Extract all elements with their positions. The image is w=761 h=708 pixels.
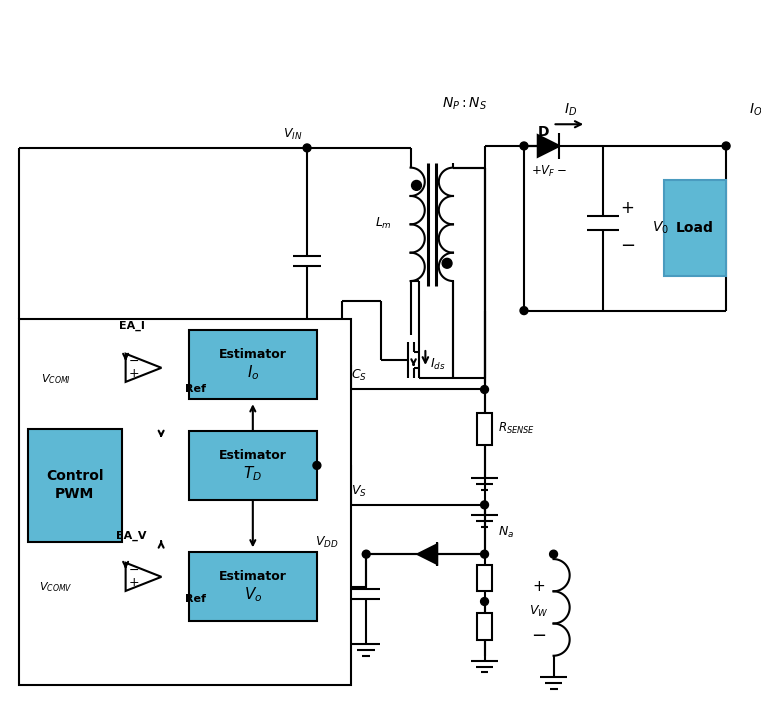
Polygon shape bbox=[126, 354, 161, 382]
Text: Estimator: Estimator bbox=[219, 449, 287, 462]
Text: −: − bbox=[531, 627, 546, 645]
FancyBboxPatch shape bbox=[476, 565, 492, 591]
Polygon shape bbox=[538, 135, 559, 156]
Circle shape bbox=[481, 501, 489, 509]
Text: EA_V: EA_V bbox=[116, 530, 147, 541]
Text: EA_I: EA_I bbox=[119, 320, 145, 331]
Text: +: + bbox=[129, 576, 139, 590]
Text: $I_D$: $I_D$ bbox=[564, 102, 577, 118]
Text: $N_a$: $N_a$ bbox=[498, 525, 514, 540]
FancyBboxPatch shape bbox=[189, 552, 317, 621]
FancyBboxPatch shape bbox=[476, 413, 492, 445]
Polygon shape bbox=[418, 544, 438, 564]
Circle shape bbox=[722, 142, 730, 150]
FancyBboxPatch shape bbox=[19, 319, 352, 685]
Text: $V_S$: $V_S$ bbox=[352, 484, 368, 498]
Text: Load: Load bbox=[676, 222, 714, 235]
Polygon shape bbox=[126, 563, 161, 591]
Text: $N_P : N_S$: $N_P : N_S$ bbox=[442, 96, 487, 112]
Text: $R_{SENSE}$: $R_{SENSE}$ bbox=[498, 421, 536, 437]
Text: Control: Control bbox=[46, 469, 103, 483]
Text: $V_{COMV}$: $V_{COMV}$ bbox=[39, 580, 72, 593]
Text: $L_m$: $L_m$ bbox=[374, 217, 391, 232]
Circle shape bbox=[520, 307, 528, 314]
Text: $V_W$: $V_W$ bbox=[529, 604, 549, 619]
Text: $V_o$: $V_o$ bbox=[244, 586, 262, 604]
Text: −: − bbox=[129, 355, 139, 368]
Circle shape bbox=[481, 598, 489, 605]
Circle shape bbox=[481, 550, 489, 558]
Text: D: D bbox=[538, 125, 549, 139]
Circle shape bbox=[520, 142, 528, 150]
Circle shape bbox=[481, 386, 489, 394]
Circle shape bbox=[412, 181, 422, 190]
Text: Estimator: Estimator bbox=[219, 348, 287, 362]
Circle shape bbox=[303, 144, 311, 152]
Text: +: + bbox=[129, 367, 139, 380]
Text: −: − bbox=[620, 236, 635, 255]
Text: $V_{DD}$: $V_{DD}$ bbox=[315, 535, 339, 550]
Text: Ref: Ref bbox=[185, 593, 205, 603]
Text: $I_o$: $I_o$ bbox=[247, 363, 259, 382]
Text: Ref: Ref bbox=[185, 384, 205, 394]
Text: +: + bbox=[533, 579, 545, 594]
Text: $+V_F-$: $+V_F-$ bbox=[530, 164, 566, 179]
FancyBboxPatch shape bbox=[664, 181, 726, 276]
Text: $I_{ds}$: $I_{ds}$ bbox=[430, 358, 446, 372]
FancyBboxPatch shape bbox=[476, 612, 492, 640]
Text: $V_{COMI}$: $V_{COMI}$ bbox=[40, 372, 71, 386]
Text: $C_S$: $C_S$ bbox=[352, 368, 368, 383]
Text: Estimator: Estimator bbox=[219, 571, 287, 583]
FancyBboxPatch shape bbox=[28, 429, 122, 542]
FancyBboxPatch shape bbox=[189, 331, 317, 399]
Text: $I_O$: $I_O$ bbox=[749, 102, 761, 118]
Text: $V_0$: $V_0$ bbox=[652, 219, 669, 236]
Circle shape bbox=[313, 462, 321, 469]
Circle shape bbox=[549, 550, 558, 558]
Text: $T_D$: $T_D$ bbox=[244, 464, 263, 483]
Text: +: + bbox=[620, 199, 635, 217]
Text: −: − bbox=[129, 564, 139, 577]
FancyBboxPatch shape bbox=[189, 431, 317, 500]
Circle shape bbox=[362, 550, 370, 558]
Text: PWM: PWM bbox=[56, 486, 94, 501]
Text: $V_{IN}$: $V_{IN}$ bbox=[282, 127, 302, 142]
Circle shape bbox=[442, 258, 452, 268]
